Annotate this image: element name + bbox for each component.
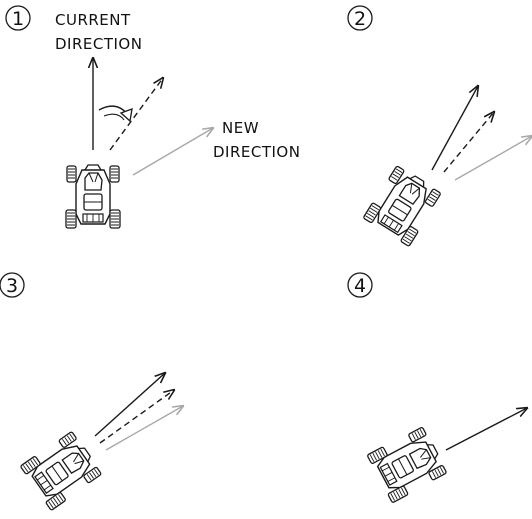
go-kart-icon (362, 163, 444, 248)
panel-number: 3 (6, 275, 18, 297)
current-direction-arrow (94, 373, 165, 437)
panel-3: 3 (0, 272, 183, 512)
new-direction-label-line2: DIRECTION (213, 143, 300, 161)
panel-number: 2 (354, 8, 366, 30)
new-direction-arrow (132, 128, 213, 176)
intermediate-direction-arrow (109, 78, 163, 151)
panel-2: 2 (347, 5, 532, 248)
intermediate-direction-arrow (99, 390, 174, 444)
panel-number: 1 (12, 8, 24, 30)
current-direction-label-line1: CURRENT (55, 11, 131, 29)
go-kart-icon (366, 424, 449, 504)
panel-1: 1 CURRENT DIRECTION NEW DIRECTION (5, 5, 300, 229)
current-direction-arrow (445, 408, 527, 451)
new-direction-arrow (454, 136, 532, 181)
current-direction-label-line2: DIRECTION (55, 35, 142, 53)
new-direction-label-line1: NEW (222, 119, 259, 137)
intermediate-direction-arrow (443, 112, 494, 173)
panel-number-badge (347, 272, 373, 298)
go-kart-icon (19, 429, 104, 512)
panel-number-badge (0, 272, 25, 298)
panel-4: 4 (347, 272, 527, 504)
panel-number-badge (5, 5, 31, 31)
go-kart-icon (65, 164, 121, 229)
curved-turn-arrow-icon (98, 105, 133, 123)
new-direction-arrow (105, 406, 183, 451)
panel-number: 4 (354, 275, 366, 297)
current-direction-arrow (431, 86, 478, 171)
panel-number-badge (347, 5, 373, 31)
